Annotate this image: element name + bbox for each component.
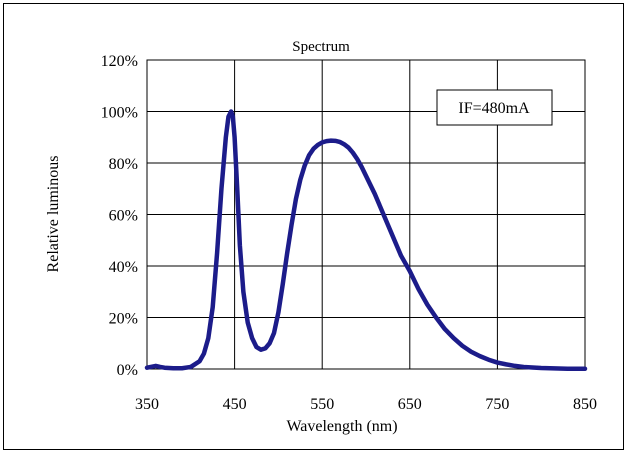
y-tick-label: 60% (109, 208, 138, 225)
y-tick-label: 120% (101, 53, 138, 70)
chart-frame (3, 3, 624, 450)
y-tick-labels: 0% 20% 40% 60% 80% 100% 120% (101, 53, 138, 379)
x-tick-label: 850 (573, 396, 597, 413)
y-axis-label: Relative luminous (45, 156, 62, 273)
x-tick-label: 550 (310, 396, 334, 413)
y-tick-label: 20% (109, 311, 138, 328)
plot-area-border (146, 59, 586, 370)
x-tick-label: 450 (223, 396, 247, 413)
y-tick-label: 40% (109, 259, 138, 276)
annotation-text: IF=480mA (458, 100, 530, 117)
x-tick-label: 750 (485, 396, 509, 413)
x-tick-label: 650 (398, 396, 422, 413)
chart-title: Spectrum (292, 39, 350, 55)
y-tick-label: 0% (117, 362, 138, 379)
y-tick-label: 100% (101, 105, 138, 122)
annotation-box (436, 89, 553, 126)
y-tick-label: 80% (109, 156, 138, 173)
x-axis-label: Wavelength (nm) (286, 418, 397, 435)
x-tick-labels: 350 450 550 650 750 850 (135, 396, 597, 413)
x-tick-label: 350 (135, 396, 159, 413)
series-line (144, 109, 588, 371)
